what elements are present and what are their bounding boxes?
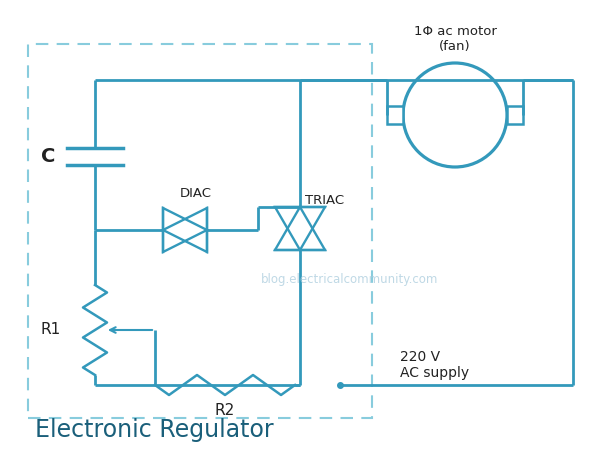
Text: TRIAC: TRIAC — [305, 194, 344, 207]
Text: blog.electricalcommunity.com: blog.electricalcommunity.com — [262, 274, 439, 286]
Text: DIAC: DIAC — [180, 187, 212, 200]
Text: 220 V
AC supply: 220 V AC supply — [400, 350, 469, 380]
Text: 1Φ ac motor
(fan): 1Φ ac motor (fan) — [413, 25, 496, 53]
Bar — [387, 106, 403, 124]
Text: C: C — [41, 148, 55, 167]
Bar — [507, 106, 523, 124]
Text: R2: R2 — [215, 403, 235, 418]
Bar — [28, 44, 372, 418]
Text: R1: R1 — [40, 323, 60, 338]
Text: Electronic Regulator: Electronic Regulator — [35, 418, 274, 442]
